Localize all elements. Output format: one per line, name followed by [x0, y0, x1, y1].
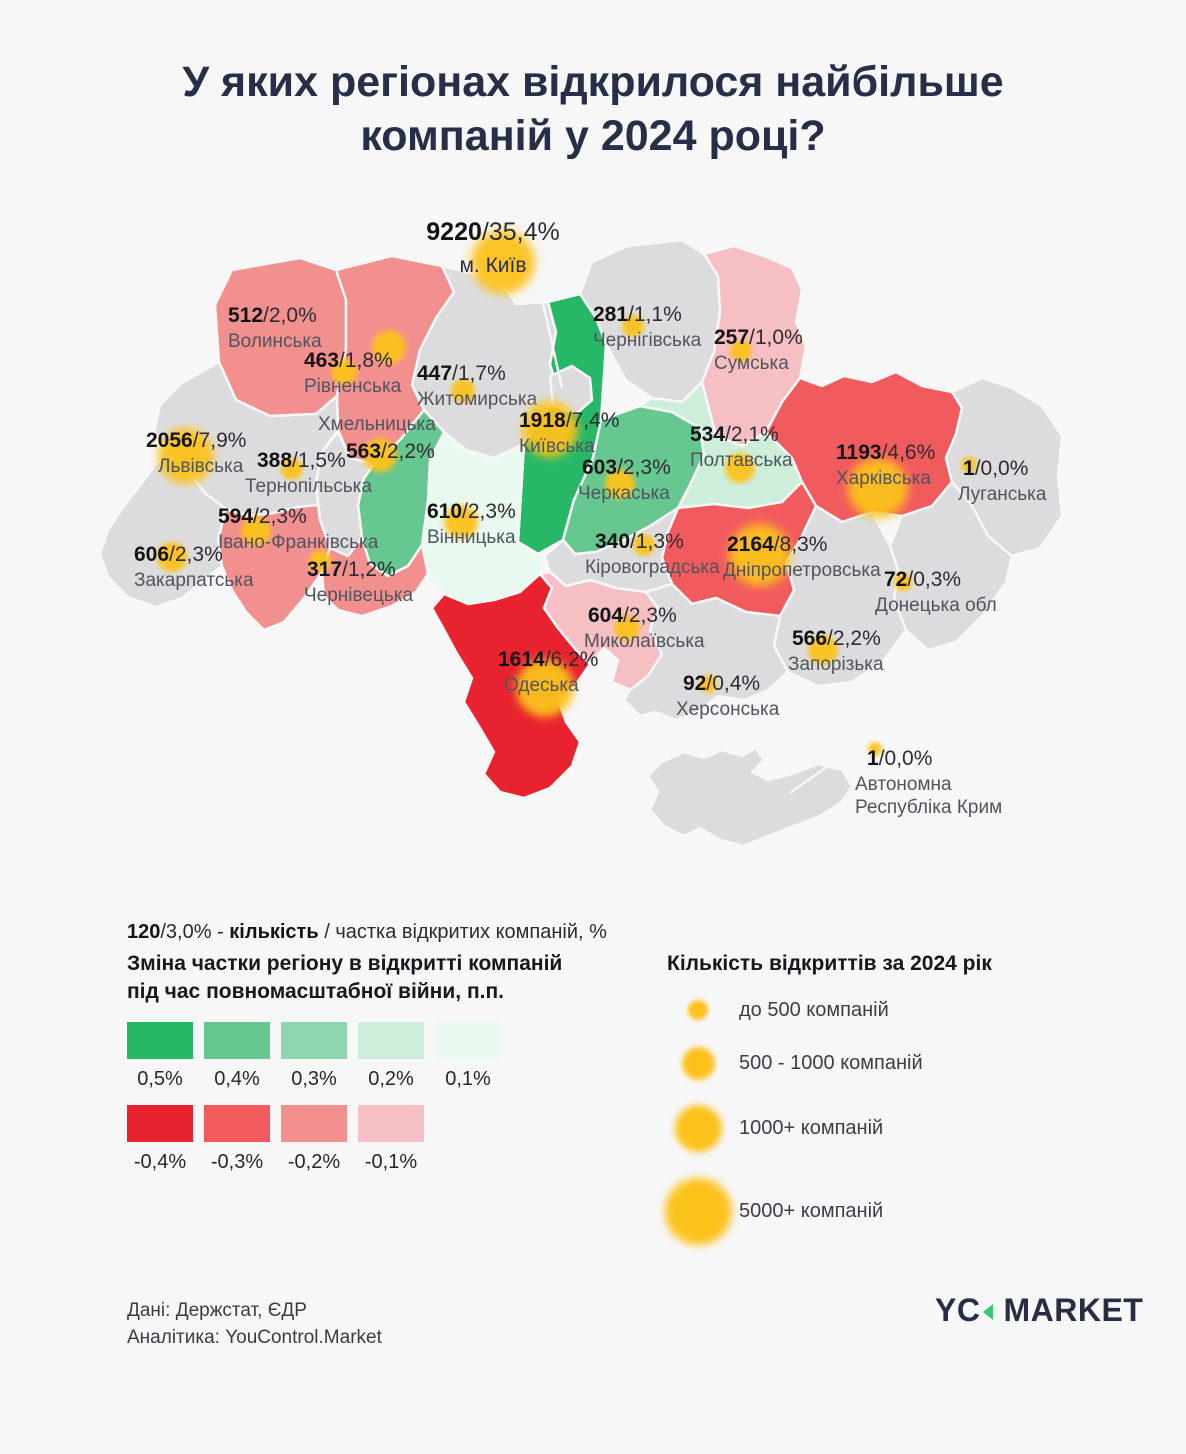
- swatch-label: 0,5%: [137, 1068, 183, 1090]
- swatch-color-box: [435, 1022, 501, 1059]
- kyiv-pointer-line: [534, 271, 564, 389]
- size-legend-item: 5000+ компаній: [664, 1164, 923, 1258]
- swatch-label: 0,4%: [214, 1068, 260, 1090]
- reading-note: 120/3,0% - кількість / частка відкритих …: [127, 921, 607, 944]
- logo-triangle-icon: [983, 1303, 994, 1320]
- change-swatch-0,5%: 0,5%: [127, 1022, 193, 1091]
- change-swatch--0,2%: -0,2%: [281, 1105, 347, 1174]
- change-swatch-0,3%: 0,3%: [281, 1022, 347, 1091]
- note-example-count: 120: [127, 921, 161, 943]
- note-rest: / частка відкритих компаній, %: [318, 921, 607, 943]
- size-legend-circle: [688, 1000, 708, 1020]
- swatch-label: 0,3%: [291, 1068, 337, 1090]
- change-swatch--0,3%: -0,3%: [204, 1105, 270, 1174]
- swatch-color-box: [204, 1022, 270, 1059]
- size-legend-circle: [674, 1104, 722, 1152]
- swatch-label: 0,1%: [445, 1068, 491, 1090]
- swatch-color-box: [358, 1105, 424, 1142]
- change-swatch-0,2%: 0,2%: [358, 1022, 424, 1091]
- swatch-color-box: [127, 1105, 193, 1142]
- size-legend-item: 500 - 1000 компаній: [667, 1034, 923, 1092]
- swatch-color-box: [358, 1022, 424, 1059]
- note-mid: /3,0% -: [160, 921, 230, 943]
- swatch-label: -0,4%: [133, 1151, 187, 1173]
- size-legend-title: Кількість відкриттів за 2024 рік: [667, 952, 992, 975]
- region-shape-volyn: [213, 256, 348, 418]
- note-bold-word: кількість: [229, 921, 319, 943]
- swatch-color-box: [281, 1105, 347, 1142]
- region-shape-ivano: [216, 503, 332, 632]
- size-legend-item: 1000+ компаній: [667, 1092, 923, 1164]
- logo-market-text: MARKET: [1003, 1292, 1144, 1328]
- swatch-label: -0,2%: [287, 1151, 341, 1173]
- size-legend-label: 1000+ компаній: [739, 1116, 884, 1139]
- size-legend-item: до 500 компаній: [667, 986, 923, 1034]
- yc-market-logo: YC MARKET: [935, 1292, 1143, 1329]
- positive-change-swatches: 0,5% 0,4% 0,3% 0,2% 0,1%: [127, 1022, 501, 1091]
- size-legend-label: 5000+ компаній: [739, 1199, 884, 1222]
- swatch-color-box: [281, 1022, 347, 1059]
- negative-change-swatches: -0,4% -0,3% -0,2% -0,1%: [127, 1105, 424, 1174]
- swatch-color-box: [127, 1022, 193, 1059]
- region-shape-crimea: [646, 746, 854, 848]
- region-shape-chernivtsi: [320, 536, 430, 618]
- change-swatch--0,4%: -0,4%: [127, 1105, 193, 1174]
- swatch-label: -0,1%: [364, 1151, 418, 1173]
- region-shape-zakarpattia: [98, 448, 228, 609]
- swatch-label: 0,2%: [368, 1068, 414, 1090]
- data-source: Дані: Держстат, ЄДР Аналітика: YouContro…: [127, 1298, 382, 1352]
- page-title: У яких регіонах відкрилося найбільше ком…: [182, 58, 1004, 160]
- size-legend-label: 500 - 1000 компаній: [739, 1051, 923, 1074]
- change-swatch-0,1%: 0,1%: [435, 1022, 501, 1091]
- crimea-pointer-line: [789, 764, 1000, 795]
- change-legend-title-line1: Зміна частки регіону в відкритті компані…: [127, 952, 563, 975]
- change-legend-title-line2: під час повномасштабної війни, п.п.: [127, 980, 504, 1004]
- size-legend-label: до 500 компаній: [739, 998, 889, 1021]
- size-legend-items: до 500 компаній 500 - 1000 компаній 1000+ …: [664, 986, 923, 1258]
- change-legend-title: Зміна частки регіону в відкритті компані…: [127, 950, 562, 1007]
- change-swatch--0,1%: -0,1%: [358, 1105, 424, 1174]
- swatch-label: -0,3%: [210, 1151, 264, 1173]
- logo-yc-text: YC: [935, 1292, 981, 1328]
- size-legend-circle: [664, 1177, 732, 1245]
- change-swatch-0,4%: 0,4%: [204, 1022, 270, 1091]
- source-line1: Дані: Держстат, ЄДР: [127, 1300, 307, 1321]
- region-shape-kherson: [622, 582, 790, 722]
- size-legend-circle: [681, 1046, 715, 1080]
- source-line2: Аналітика: YouControl.Market: [127, 1326, 382, 1348]
- swatch-color-box: [204, 1105, 270, 1142]
